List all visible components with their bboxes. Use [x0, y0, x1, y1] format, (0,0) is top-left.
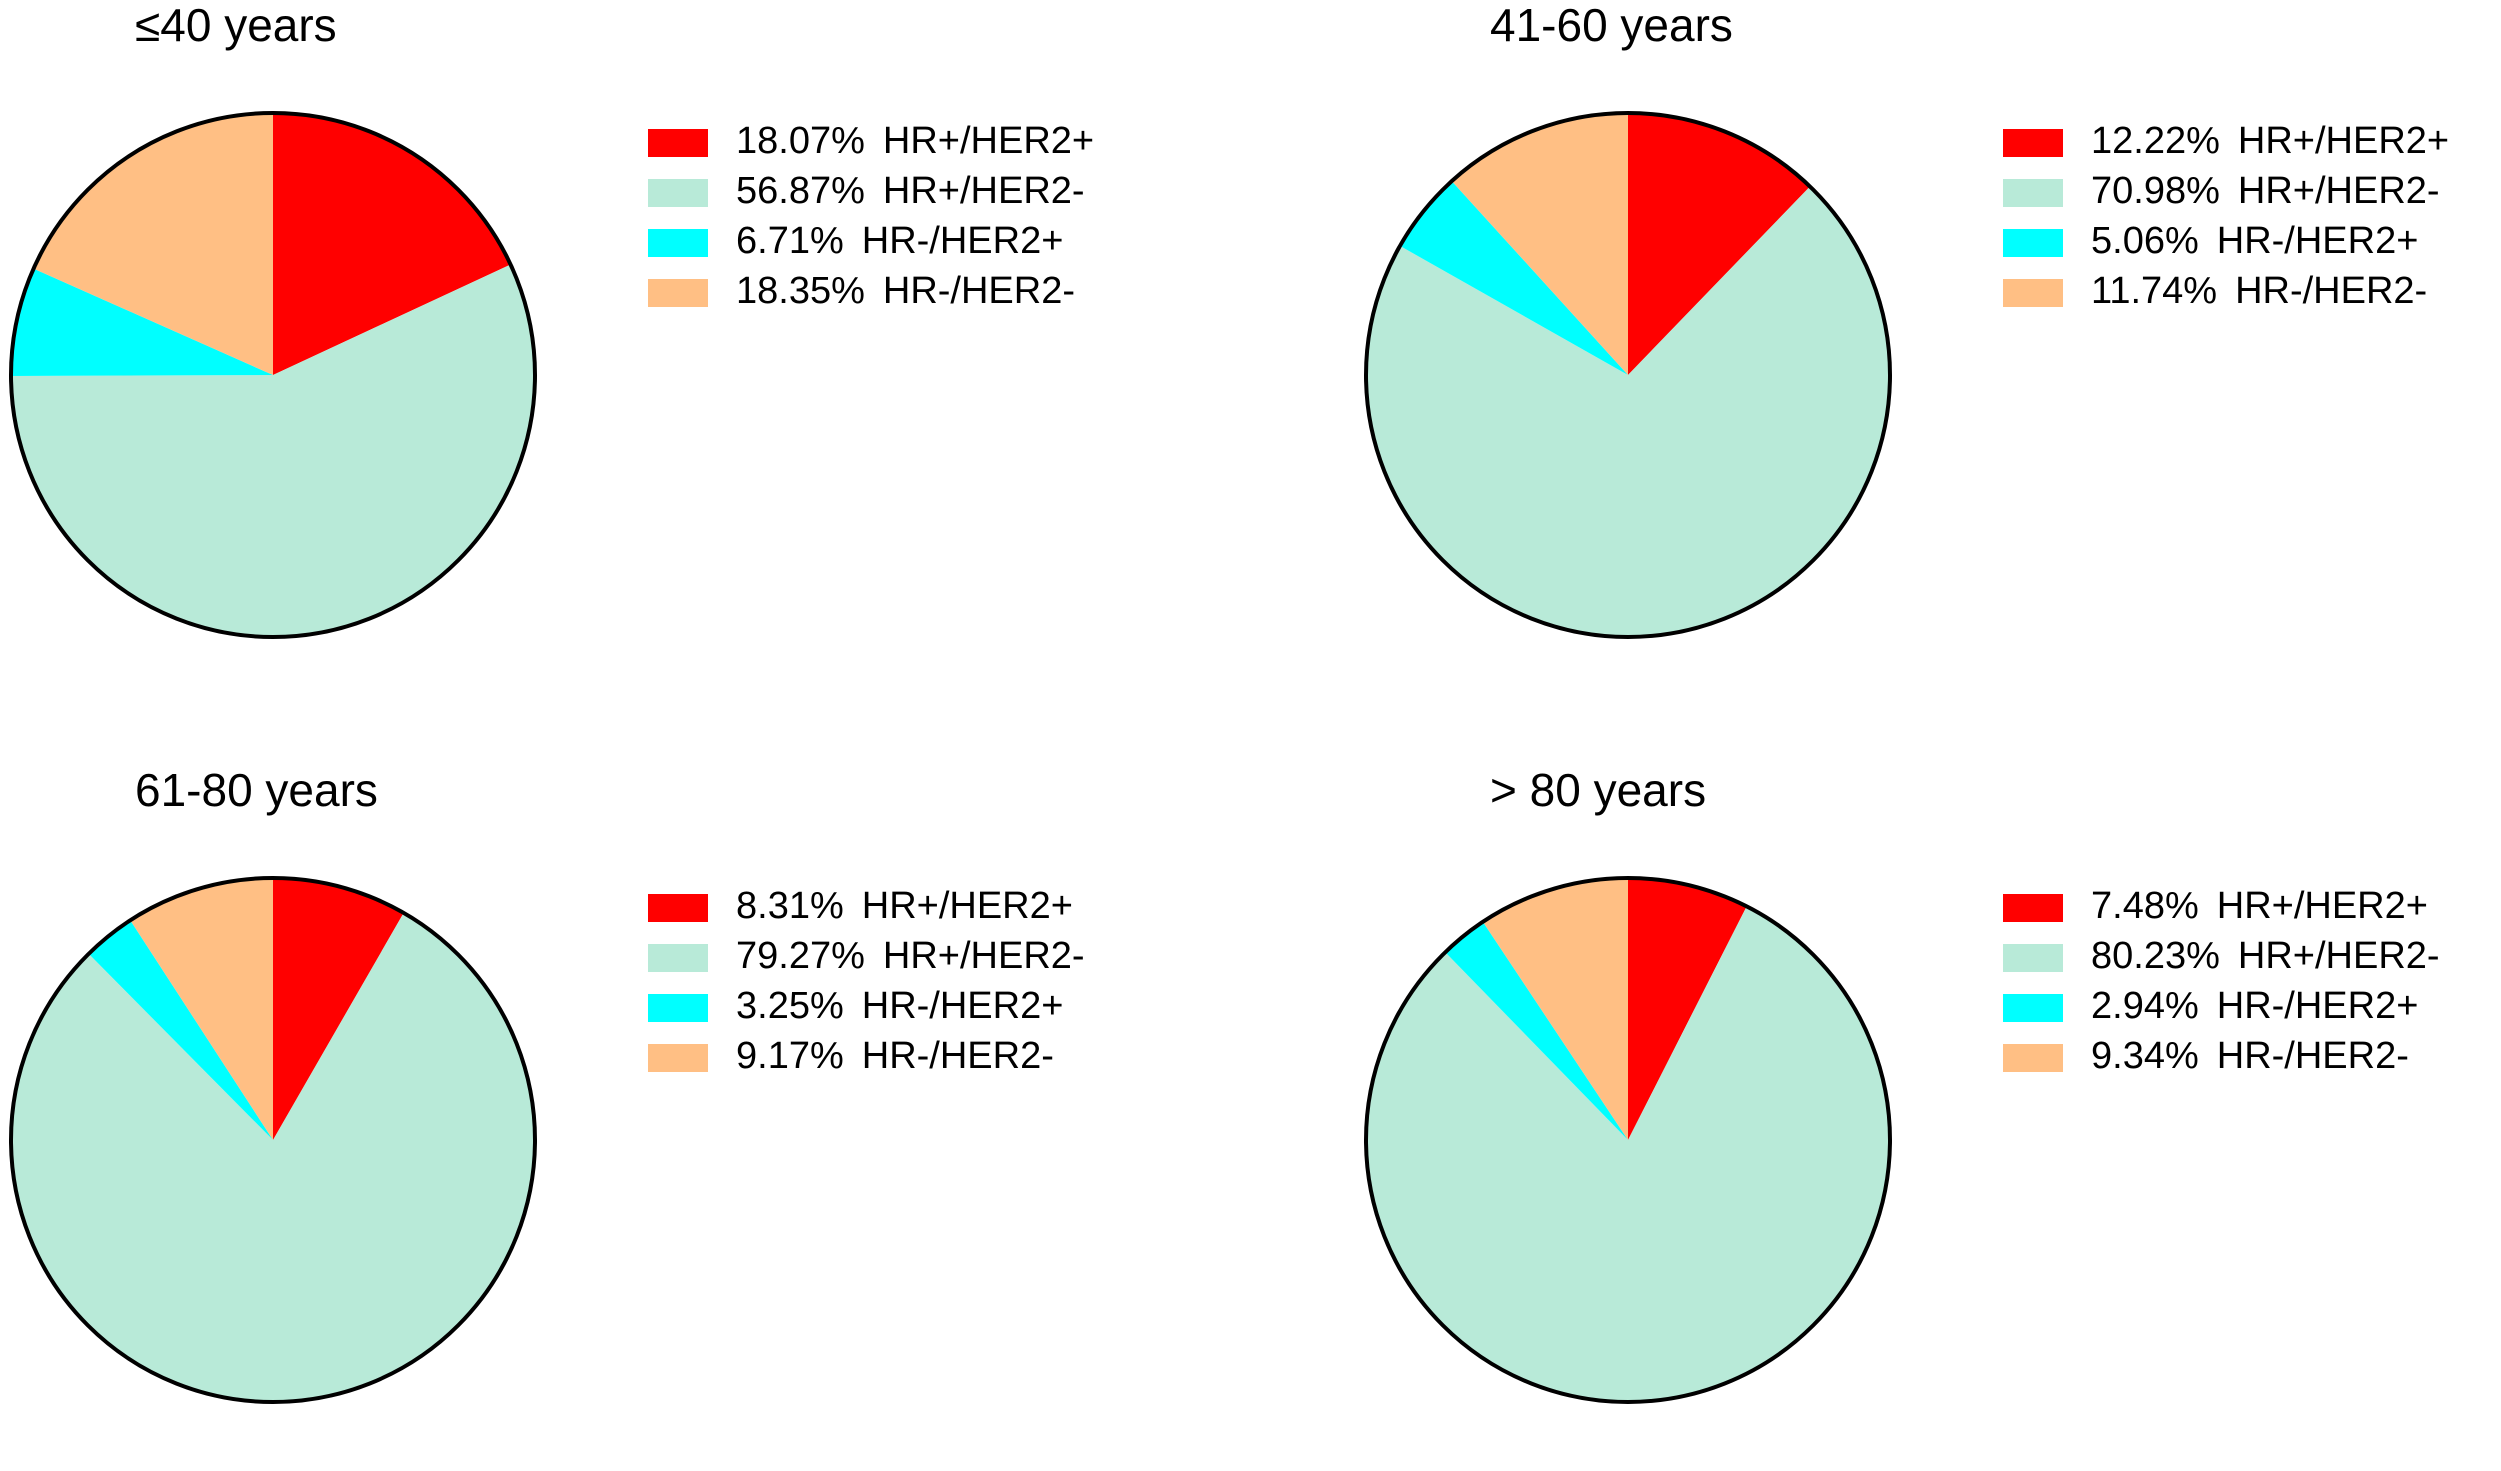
pie-chart-panel: 61-80 years 8.31% HR+/HER2+ 79.27% HR+/HER2-…	[0, 765, 1250, 1471]
legend-text: 3.25% HR-/HER2+	[736, 982, 1063, 1030]
legend-label: HR-/HER2-	[882, 270, 1076, 312]
pie-slice-hr-her2	[1628, 878, 1747, 1140]
legend-label: HR+/HER2+	[861, 885, 1073, 927]
legend-label: HR+/HER2-	[2237, 935, 2440, 977]
pie-outline	[9, 876, 537, 1404]
legend-swatch	[2003, 179, 2063, 207]
pie-slice-hr-her2	[1628, 113, 1810, 375]
pie-slice-hr-her2	[1366, 906, 1890, 1402]
pie-outline	[1364, 111, 1892, 639]
legend-value: 7.48%	[2091, 885, 2199, 927]
pie-slice-hr-her2	[1366, 186, 1890, 638]
legend-label: HR-/HER2-	[861, 1035, 1054, 1077]
legend-text: 79.27% HR+/HER2-	[736, 932, 1085, 980]
legend-swatch	[2003, 944, 2063, 972]
legend-text: 18.35% HR-/HER2-	[736, 267, 1075, 315]
legend-text: 2.94% HR-/HER2+	[2091, 982, 2418, 1030]
legend-label: HR-/HER2-	[2216, 1035, 2409, 1077]
legend-label: HR+/HER2-	[882, 935, 1085, 977]
legend-label: HR-/HER2+	[2216, 985, 2419, 1027]
legend-value: 79.27%	[736, 935, 865, 977]
pie-outline	[1364, 876, 1892, 1404]
legend-value: 18.35%	[736, 270, 865, 312]
legend-value: 56.87%	[736, 170, 865, 212]
pie-chart-panel: > 80 years 7.48% HR+/HER2+ 80.23% HR+/HER2- 2…	[1355, 765, 2501, 1471]
legend-text: 70.98% HR+/HER2-	[2091, 167, 2440, 215]
legend-value: 8.31%	[736, 885, 844, 927]
pie-slice-hr-her2	[11, 268, 273, 376]
pie-chart	[1364, 111, 1892, 639]
legend-swatch	[2003, 1044, 2063, 1072]
legend-swatch	[648, 1044, 708, 1072]
legend-text: 8.31% HR+/HER2+	[736, 882, 1073, 930]
legend-swatch	[2003, 229, 2063, 257]
pie-slice-hr-her2	[33, 113, 273, 375]
legend-swatch	[648, 994, 708, 1022]
legend-value: 9.17%	[736, 1035, 844, 1077]
legend-label: HR-/HER2+	[861, 220, 1064, 262]
legend-text: 9.34% HR-/HER2-	[2091, 1032, 2409, 1080]
pie-chart-panel: ≤40 years 18.07% HR+/HER2+ 56.87% HR+/HER2- 6…	[0, 0, 1250, 706]
legend-value: 9.34%	[2091, 1035, 2199, 1077]
legend-text: 5.06% HR-/HER2+	[2091, 217, 2418, 265]
legend-label: HR-/HER2+	[2216, 220, 2419, 262]
legend-text: 9.17% HR-/HER2-	[736, 1032, 1054, 1080]
legend-text: 11.74% HR-/HER2-	[2091, 267, 2427, 315]
legend-value: 2.94%	[2091, 985, 2199, 1027]
legend-swatch	[2003, 279, 2063, 307]
pie-slice-hr-her2	[1400, 181, 1628, 375]
pie-slice-hr-her2	[130, 878, 273, 1140]
chart-title: 61-80 years	[135, 764, 378, 816]
legend-swatch	[648, 279, 708, 307]
legend-label: HR+/HER2-	[882, 170, 1085, 212]
pie-slice-hr-her2	[273, 113, 511, 375]
legend-value: 80.23%	[2091, 935, 2220, 977]
legend-label: HR-/HER2-	[2235, 270, 2428, 312]
legend-label: HR+/HER2+	[2237, 120, 2450, 162]
legend-text: 7.48% HR+/HER2+	[2091, 882, 2428, 930]
legend-swatch	[648, 129, 708, 157]
legend-swatch	[648, 229, 708, 257]
pie-chart	[9, 876, 537, 1404]
pie-chart-panel: 41-60 years 12.22% HR+/HER2+ 70.98% HR+/HER2…	[1355, 0, 2501, 706]
legend-swatch	[648, 944, 708, 972]
legend-label: HR-/HER2+	[861, 985, 1064, 1027]
legend-value: 3.25%	[736, 985, 844, 1027]
pie-slice-hr-her2	[1451, 113, 1628, 375]
pie-slice-hr-her2	[88, 920, 273, 1140]
legend-swatch	[2003, 894, 2063, 922]
legend-text: 18.07% HR+/HER2+	[736, 117, 1094, 165]
legend-swatch	[648, 179, 708, 207]
pie-slice-hr-her2	[11, 264, 536, 637]
legend-text: 80.23% HR+/HER2-	[2091, 932, 2440, 980]
pie-slice-hr-her2	[10, 912, 535, 1402]
legend-label: HR+/HER2+	[2216, 885, 2428, 927]
legend-label: HR+/HER2-	[2237, 170, 2440, 212]
pie-slice-hr-her2	[1445, 921, 1628, 1140]
pie-chart	[1364, 876, 1892, 1404]
legend-value: 18.07%	[736, 120, 865, 162]
legend-value: 5.06%	[2091, 220, 2199, 262]
legend-value: 11.74%	[2091, 270, 2218, 312]
legend-swatch	[2003, 129, 2063, 157]
legend-text: 56.87% HR+/HER2-	[736, 167, 1085, 215]
legend-text: 6.71% HR-/HER2+	[736, 217, 1063, 265]
chart-title: > 80 years	[1490, 764, 1707, 816]
chart-title: ≤40 years	[135, 0, 337, 51]
legend-value: 6.71%	[736, 220, 844, 262]
legend-swatch	[648, 894, 708, 922]
legend-label: HR+/HER2+	[882, 120, 1095, 162]
legend-text: 12.22% HR+/HER2+	[2091, 117, 2449, 165]
legend-swatch	[2003, 994, 2063, 1022]
legend-value: 70.98%	[2091, 170, 2220, 212]
pie-slice-hr-her2	[1482, 878, 1628, 1140]
legend-value: 12.22%	[2091, 120, 2220, 162]
pie-slice-hr-her2	[273, 878, 404, 1140]
pie-outline	[9, 111, 537, 639]
pie-chart	[9, 111, 537, 639]
chart-title: 41-60 years	[1490, 0, 1733, 51]
